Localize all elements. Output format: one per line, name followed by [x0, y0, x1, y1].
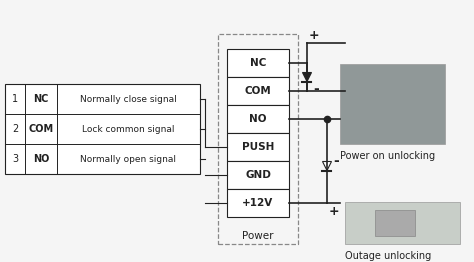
Text: Normally close signal: Normally close signal	[80, 95, 177, 103]
Text: 3: 3	[12, 154, 18, 164]
Text: +12V: +12V	[242, 198, 273, 208]
Text: NO: NO	[249, 114, 267, 124]
Bar	[340, 64, 445, 144]
Bar	[227, 77, 289, 105]
Text: 2: 2	[12, 124, 18, 134]
Text: +: +	[329, 205, 340, 218]
Text: PUSH: PUSH	[242, 142, 274, 152]
Text: -: -	[313, 83, 319, 96]
Text: Outage unlocking: Outage unlocking	[345, 251, 431, 261]
Text: NC: NC	[250, 58, 266, 68]
Bar	[5, 84, 200, 174]
Text: GND: GND	[245, 170, 271, 180]
Text: NC: NC	[33, 94, 49, 104]
Text: NO: NO	[33, 154, 49, 164]
Text: 1: 1	[12, 94, 18, 104]
Bar	[218, 34, 298, 244]
Bar	[227, 189, 289, 217]
Text: +: +	[309, 29, 319, 42]
Polygon shape	[302, 73, 311, 81]
Polygon shape	[322, 161, 331, 171]
Text: -: -	[334, 154, 339, 167]
Text: COM: COM	[28, 124, 54, 134]
Text: Power: Power	[242, 231, 274, 241]
Bar	[345, 202, 460, 244]
Bar	[375, 210, 415, 236]
Bar	[227, 133, 289, 161]
Text: Normally open signal: Normally open signal	[81, 155, 176, 163]
Text: Lock common signal: Lock common signal	[82, 124, 175, 134]
Text: Power on unlocking: Power on unlocking	[340, 151, 435, 161]
Bar	[227, 49, 289, 77]
Bar	[227, 105, 289, 133]
Text: COM: COM	[245, 86, 272, 96]
Bar	[227, 161, 289, 189]
